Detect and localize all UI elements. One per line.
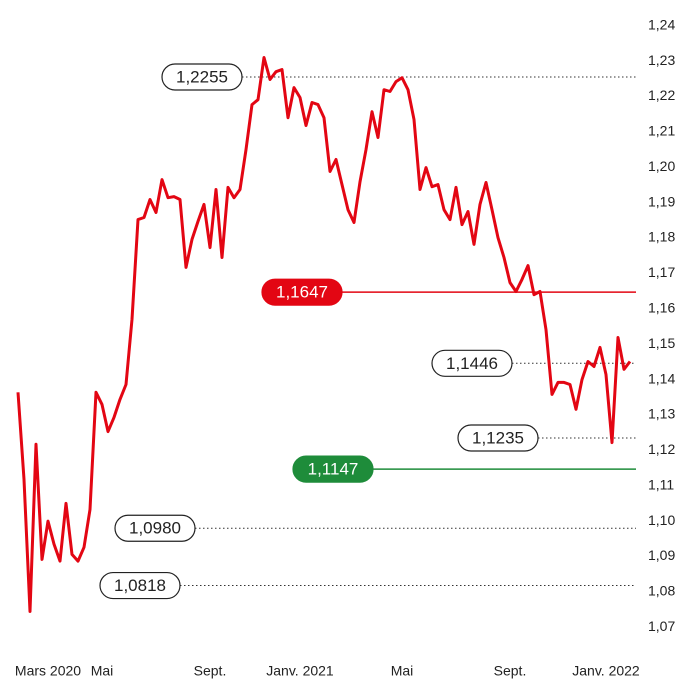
y-tick-label: 1,12	[648, 441, 675, 457]
reference-label-box	[431, 349, 513, 377]
y-tick-label: 1,08	[648, 583, 675, 599]
y-tick-label: 1,09	[648, 547, 675, 563]
reference-label: 1,1647	[276, 283, 328, 302]
y-tick-label: 1,19	[648, 193, 675, 209]
reference-label-box	[114, 514, 196, 542]
y-tick-label: 1,23	[648, 52, 675, 68]
y-tick-label: 1,18	[648, 229, 675, 245]
x-tick-label: Sept.	[194, 663, 227, 679]
reference-label-box	[99, 571, 181, 600]
reference-label: 1,1446	[446, 354, 498, 373]
y-tick-label: 1,20	[648, 158, 675, 174]
y-tick-label: 1,14	[648, 370, 675, 386]
reference-label: 1,1235	[472, 428, 524, 447]
reference-label-box	[457, 424, 539, 452]
y-tick-label: 1,21	[648, 123, 675, 139]
y-tick-label: 1,07	[648, 618, 675, 634]
x-tick-label: Mai	[91, 663, 114, 679]
reference-label: 1,1147	[308, 460, 359, 479]
y-tick-label: 1,13	[648, 406, 675, 422]
y-tick-label: 1,22	[648, 87, 675, 103]
reference-label-box	[261, 278, 343, 306]
y-tick-label: 1,17	[648, 264, 675, 280]
y-tick-label: 1,16	[648, 300, 675, 316]
x-tick-label: Janv. 2022	[572, 663, 640, 679]
reference-label: 1,2255	[176, 67, 228, 86]
reference-label: 1,0980	[129, 519, 181, 538]
reference-label-box	[161, 63, 243, 91]
y-tick-label: 1,15	[648, 335, 675, 351]
y-tick-label: 1,10	[648, 512, 675, 528]
x-tick-label: Janv. 2021	[266, 663, 334, 679]
y-tick-label: 1,11	[648, 476, 674, 492]
x-tick-label: Mai	[391, 663, 414, 679]
x-tick-label: Mars 2020	[15, 663, 81, 679]
y-tick-label: 1,24	[648, 16, 675, 32]
reference-label-box	[292, 455, 374, 483]
price-line	[16, 56, 632, 613]
x-tick-label: Sept.	[494, 663, 527, 679]
reference-label: 1,0818	[114, 576, 166, 595]
